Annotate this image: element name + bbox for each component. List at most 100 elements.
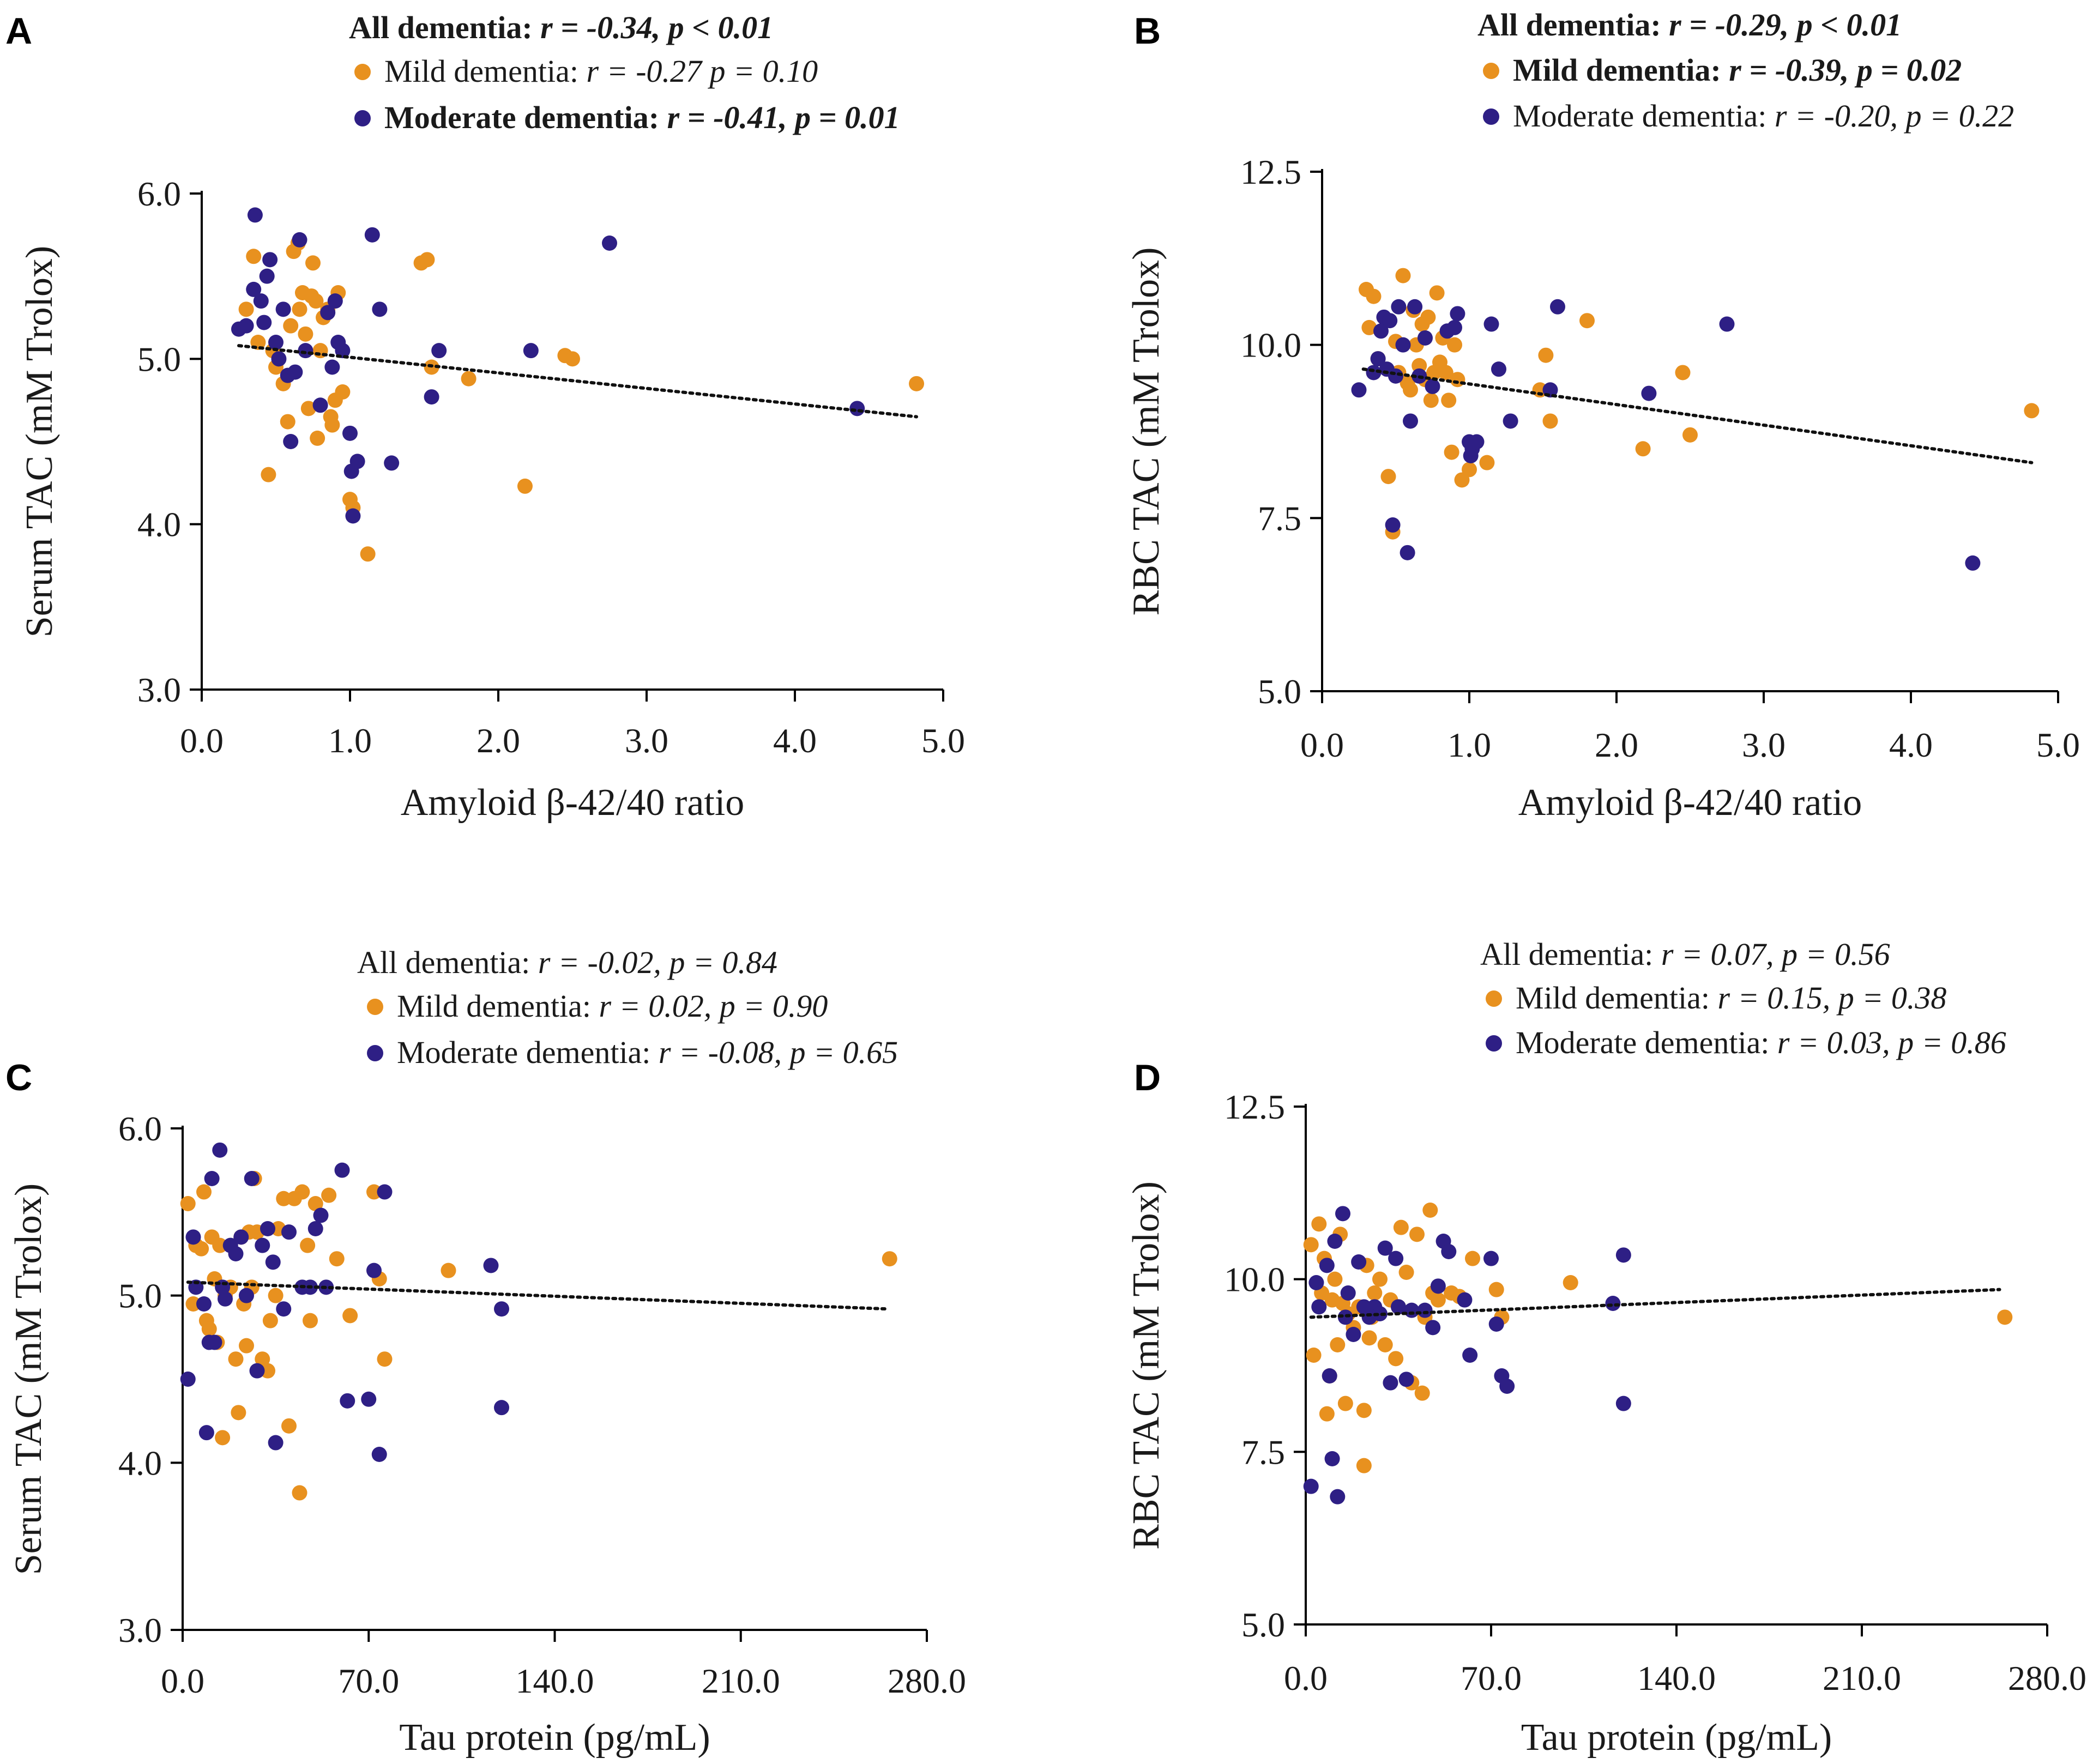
y-tick-label: 7.5	[1258, 499, 1301, 537]
mild-point	[1450, 372, 1465, 388]
y-tick-label: 10.0	[1224, 1260, 1285, 1299]
stats-line-2: Mild dementia: r = 0.02, p = 0.90	[397, 988, 828, 1024]
y-axis-label: RBC TAC (mM Trolox)	[1125, 1181, 1167, 1550]
moderate-point	[1450, 306, 1465, 322]
mild-point	[1380, 469, 1396, 485]
mild-point	[2024, 403, 2040, 419]
moderate-point	[342, 425, 358, 441]
mild-point	[1462, 462, 1477, 478]
moderate-point	[253, 293, 269, 309]
moderate-point	[431, 343, 447, 359]
y-tick-label: 4.0	[118, 1443, 162, 1482]
moderate-point	[1391, 299, 1407, 315]
stats-r: r = 0.15,	[1718, 980, 1838, 1016]
mild-legend-marker	[354, 64, 371, 80]
mild-point	[280, 414, 295, 430]
x-tick-label: 3.0	[1742, 726, 1786, 764]
mild-point	[1414, 1385, 1430, 1401]
moderate-point	[1965, 555, 1981, 571]
moderate-point	[364, 227, 380, 243]
mild-point	[255, 1351, 270, 1367]
x-tick-label: 2.0	[477, 721, 520, 760]
mild-point	[1377, 1337, 1393, 1352]
mild-point	[283, 318, 299, 334]
moderate-point	[1418, 330, 1433, 346]
moderate-point	[218, 1291, 233, 1307]
moderate-point	[262, 252, 278, 268]
mild-point	[1311, 1216, 1327, 1232]
mild-point	[1429, 285, 1445, 301]
moderate-point	[1395, 337, 1411, 353]
x-tick-label: 5.0	[921, 721, 965, 760]
moderate-point	[371, 1447, 387, 1462]
mild-point	[1488, 1282, 1504, 1297]
x-tick-label: 1.0	[1447, 726, 1491, 764]
mild-point	[565, 351, 580, 367]
trend-line	[1309, 1288, 2001, 1319]
x-tick-label: 0.0	[1300, 726, 1344, 764]
stats-r: r = -0.02,	[538, 945, 669, 980]
moderate-point	[1372, 1306, 1388, 1321]
x-tick-label: 210.0	[702, 1662, 780, 1700]
x-tick-label: 140.0	[516, 1662, 594, 1700]
x-tick-label: 0.0	[161, 1662, 204, 1700]
moderate-point	[1462, 1348, 1478, 1363]
mild-point	[1422, 1203, 1438, 1218]
moderate-point	[1457, 1292, 1473, 1308]
y-tick-label: 5.0	[118, 1277, 162, 1315]
mild-point	[1303, 1237, 1319, 1253]
moderate-point	[1488, 1316, 1504, 1332]
mild-point	[1682, 427, 1698, 443]
moderate-point	[1388, 1250, 1404, 1266]
mild-point	[231, 1405, 246, 1421]
moderate-point	[249, 1363, 265, 1379]
mild-point	[1395, 268, 1411, 283]
stats-line-2: Mild dementia: r = -0.27 p = 0.10	[384, 53, 818, 89]
moderate-point	[324, 359, 340, 375]
moderate-point	[1377, 1240, 1393, 1256]
moderate-point	[1330, 1489, 1346, 1505]
mild-point	[1337, 1396, 1353, 1411]
x-tick-label: 5.0	[2036, 726, 2080, 764]
moderate-point	[196, 1296, 212, 1312]
y-tick-label: 4.0	[137, 505, 181, 544]
moderate-point	[212, 1142, 228, 1158]
moderate-point	[207, 1334, 222, 1350]
mild-point	[281, 1418, 297, 1434]
stats-p: p = 0.84	[667, 945, 777, 980]
mild-point	[298, 326, 313, 342]
stats-r: r = -0.41,	[667, 100, 795, 135]
stats-line-1: All dementia: r = 0.07, p = 0.56	[1480, 937, 1890, 972]
x-axis-label: Tau protein (pg/mL)	[1521, 1717, 1832, 1759]
mild-point	[180, 1196, 196, 1211]
moderate-point	[298, 343, 313, 359]
moderate-point	[349, 454, 365, 469]
mild-point	[300, 1237, 316, 1253]
mild-point	[1542, 413, 1558, 429]
x-tick-label: 0.0	[1284, 1659, 1328, 1697]
moderate-point	[1319, 1258, 1335, 1273]
y-tick-label: 12.5	[1224, 1088, 1285, 1126]
trend-line	[186, 1280, 889, 1311]
stats-label: Moderate dementia:	[397, 1035, 659, 1070]
moderate-point	[384, 455, 400, 471]
y-axis-label: Serum TAC (mM Trolox)	[8, 1183, 50, 1575]
moderate-point	[327, 293, 343, 309]
stats-label: All dementia:	[357, 945, 538, 980]
moderate-point	[271, 351, 287, 367]
mild-point	[1409, 1227, 1425, 1242]
moderate-point	[244, 1171, 260, 1186]
mild-point	[228, 1351, 244, 1367]
moderate-legend-marker	[354, 110, 371, 126]
x-tick-label: 4.0	[773, 721, 817, 760]
mild-point	[212, 1237, 228, 1253]
moderate-point	[1346, 1327, 1361, 1342]
moderate-point	[1615, 1396, 1631, 1411]
moderate-point	[1335, 1206, 1350, 1222]
x-tick-label: 280.0	[888, 1662, 966, 1700]
mild-point	[1356, 1403, 1372, 1418]
stats-r: r = 0.03,	[1777, 1025, 1898, 1060]
stats-p: p = 0.02	[1854, 52, 1962, 88]
moderate-point	[320, 305, 336, 321]
moderate-point	[292, 232, 307, 247]
